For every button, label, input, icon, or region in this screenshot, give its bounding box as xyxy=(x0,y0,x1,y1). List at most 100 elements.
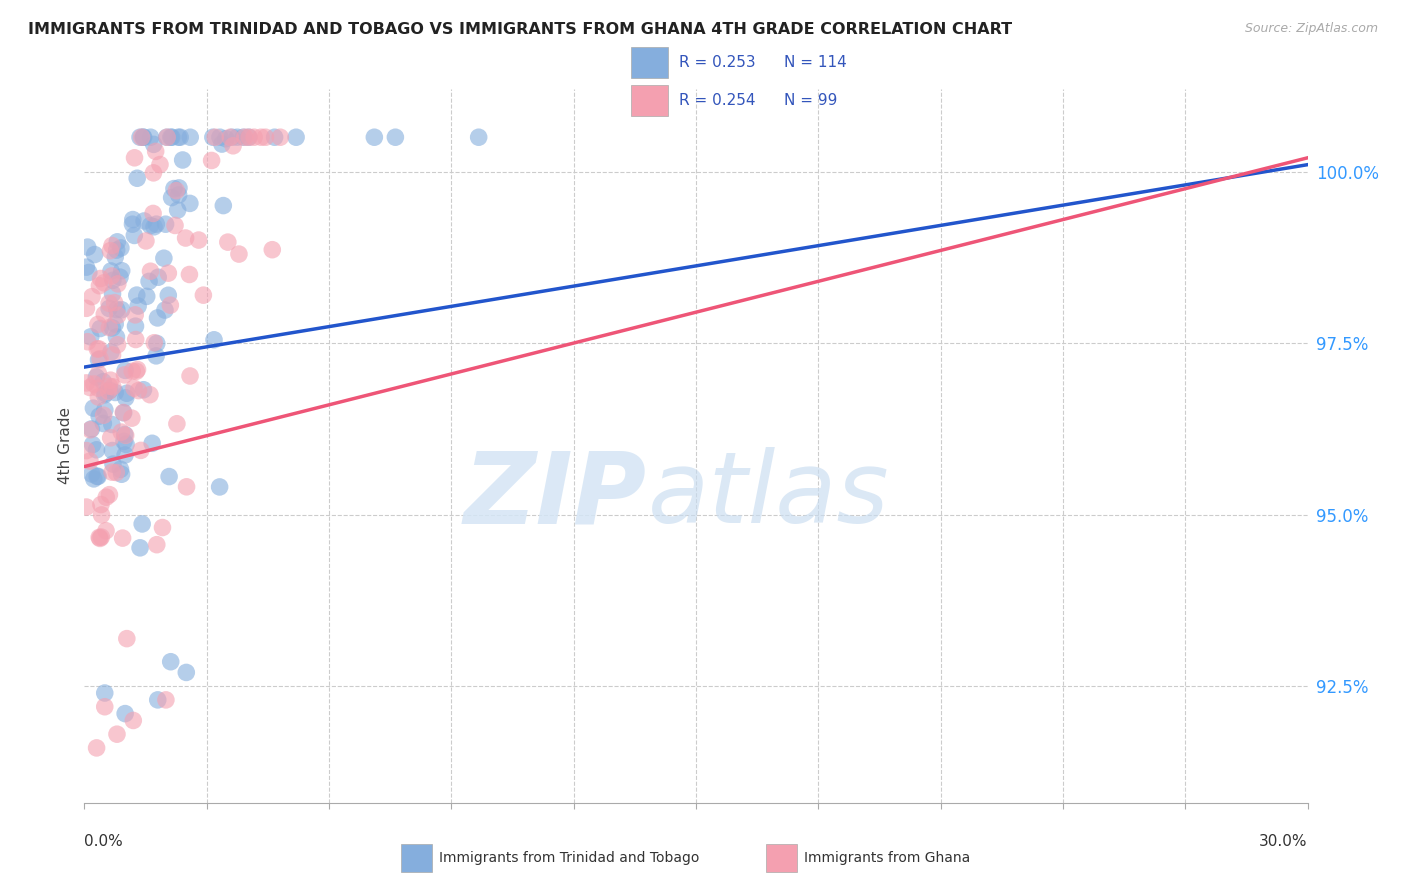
Point xyxy=(114,706,136,721)
Point xyxy=(80,330,103,344)
Point xyxy=(105,235,128,249)
Point xyxy=(82,401,104,416)
Point xyxy=(76,240,98,254)
Point xyxy=(232,130,254,145)
Point xyxy=(101,273,124,287)
Point xyxy=(145,145,167,159)
Point xyxy=(132,214,155,228)
Point xyxy=(132,130,155,145)
Point xyxy=(127,171,149,186)
Text: ZIP: ZIP xyxy=(464,448,647,544)
Point xyxy=(83,377,105,392)
Point xyxy=(187,233,209,247)
Point xyxy=(167,130,190,145)
Point xyxy=(93,276,115,290)
Point xyxy=(98,384,121,398)
Point xyxy=(467,130,489,145)
Point xyxy=(128,384,150,398)
Point xyxy=(125,288,148,302)
Point xyxy=(89,321,111,335)
Point xyxy=(384,130,406,145)
Point xyxy=(143,335,166,350)
Point xyxy=(76,334,98,349)
Point xyxy=(100,345,122,359)
Point xyxy=(110,425,132,439)
Point xyxy=(93,409,115,423)
Point xyxy=(243,130,266,145)
Point xyxy=(149,157,172,171)
Point xyxy=(94,403,117,417)
Point xyxy=(79,380,101,394)
Point xyxy=(238,130,260,145)
Point xyxy=(75,443,97,458)
Point xyxy=(129,130,152,145)
Point xyxy=(160,130,183,145)
Point xyxy=(110,241,132,255)
Point xyxy=(166,202,188,217)
Point xyxy=(179,369,201,384)
Text: R = 0.253: R = 0.253 xyxy=(679,55,755,70)
Point xyxy=(101,457,124,471)
Point xyxy=(93,307,115,321)
Point xyxy=(132,383,155,397)
Point xyxy=(129,443,152,458)
Point xyxy=(107,338,129,352)
FancyBboxPatch shape xyxy=(631,86,668,116)
Point xyxy=(100,244,122,258)
Point xyxy=(101,238,124,252)
Point xyxy=(167,181,190,195)
Point xyxy=(110,462,132,476)
Point xyxy=(100,373,122,387)
Point xyxy=(139,264,162,278)
Point xyxy=(155,693,177,707)
Point xyxy=(89,530,111,544)
Point xyxy=(107,308,129,322)
Point xyxy=(131,516,153,531)
Point xyxy=(262,243,284,257)
Point xyxy=(141,436,163,450)
Point xyxy=(233,130,256,145)
Point xyxy=(254,130,277,145)
Point xyxy=(215,131,238,145)
Text: Immigrants from Ghana: Immigrants from Ghana xyxy=(804,851,970,865)
Point xyxy=(139,130,162,145)
Point xyxy=(79,423,101,437)
Point xyxy=(87,318,110,332)
Point xyxy=(135,234,157,248)
Point xyxy=(193,288,215,302)
Point xyxy=(75,260,97,274)
Point xyxy=(174,665,197,680)
Point xyxy=(114,391,136,405)
Point xyxy=(98,320,121,334)
Point xyxy=(100,431,122,445)
Point xyxy=(115,386,138,401)
Point xyxy=(125,333,148,347)
Point xyxy=(87,469,110,483)
Point xyxy=(101,380,124,394)
Point xyxy=(105,330,128,344)
Point xyxy=(145,349,167,363)
Point xyxy=(114,363,136,377)
Point xyxy=(142,206,165,220)
Point xyxy=(172,153,194,167)
Point xyxy=(122,714,145,728)
Point xyxy=(146,538,169,552)
Point xyxy=(91,375,114,389)
Point xyxy=(269,130,291,145)
Point xyxy=(77,265,100,279)
Point xyxy=(221,130,243,145)
Point xyxy=(127,299,149,313)
Point xyxy=(114,427,136,442)
Point xyxy=(98,379,121,393)
Point xyxy=(121,212,143,227)
Point xyxy=(132,130,155,145)
Point xyxy=(179,268,201,282)
Point xyxy=(201,130,224,145)
Point xyxy=(94,386,117,401)
Point xyxy=(125,364,148,378)
Point xyxy=(208,130,231,145)
Point xyxy=(89,351,111,366)
Point xyxy=(135,289,157,303)
Point xyxy=(155,217,177,231)
Point xyxy=(124,308,146,322)
